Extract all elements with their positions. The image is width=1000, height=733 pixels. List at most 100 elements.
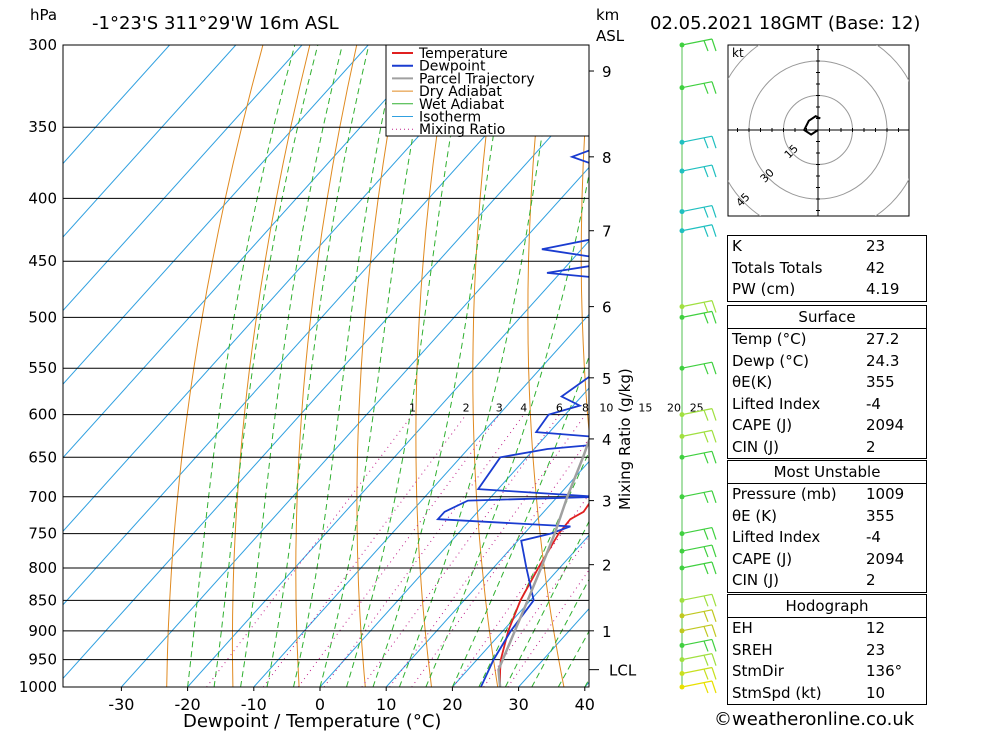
wet-adiabat [372,45,509,687]
isotherm-line [63,45,501,532]
isotherm-line [63,45,303,312]
wind-barb-feather [703,452,709,464]
most-unstable-title: Most Unstable [728,461,926,484]
legend-entry: Dry Adiabat [419,84,502,100]
wet-adiabat [187,45,296,687]
wind-barb-feather [703,166,709,178]
height-tick-label: 5 [602,370,612,388]
wind-barb-feather [711,38,717,52]
wind-barb-shaft [681,624,713,632]
wind-barb-feather [711,430,717,443]
location-title: -1°23'S 311°29'W 16m ASL [92,13,339,34]
pressure-tick-label: 600 [28,406,57,424]
pressure-tick-label: 300 [28,36,57,54]
wind-barb-feather [703,492,709,504]
mixing-ratio-line [411,438,589,687]
wet-adiabat [478,450,589,687]
wind-barb [679,490,717,504]
wind-barb-shaft [681,490,713,498]
wet-adiabat [425,171,589,687]
mixing-ratio-label: 6 [556,402,563,415]
index-row: θE (K) 355 [732,506,895,525]
parcel-trajectory-line [497,436,589,687]
temperature-tick-label: -20 [175,695,201,714]
wind-barb-shaft [681,81,713,89]
wind-barb-feather [711,639,717,652]
index-row: StmDir 136° [732,662,903,680]
mixing-ratio-line [297,414,500,687]
pressure-tick-label: 700 [28,488,57,506]
mixing-ratio-label: 2 [463,402,470,415]
dry-adiabat [356,45,405,687]
wind-barb-feather [711,561,717,575]
index-row: PW (cm) 4.19 [732,280,900,298]
pressure-tick-label: 500 [28,308,57,326]
height-tick-label: 3 [602,493,612,511]
mixing-ratio-line [452,493,589,687]
legend-entry: Temperature [418,46,508,62]
wind-barb [679,527,717,540]
wet-adiabat [240,45,343,687]
pressure-tick-label: 950 [28,651,57,669]
wind-barb [679,224,717,237]
wet-adiabat [266,45,370,687]
mixing-ratio-label: 3 [496,402,503,415]
legend-entry: Wet Adiabat [419,97,505,113]
wind-barb-shaft [681,680,713,688]
index-row: Totals Totals 42 [732,258,886,277]
index-row: CAPE (J) 2094 [732,549,905,568]
isotherm-line [63,45,435,459]
mixing-ratio-label: 15 [638,402,652,415]
pressure-tick-label: 850 [28,591,57,609]
isotherm-line [319,387,589,687]
mixing-ratio-line [361,414,560,687]
wind-barbs [679,38,717,694]
isotherm-line [121,166,589,687]
isotherm-line [63,45,568,606]
wind-barb [679,653,717,666]
wind-barb-shaft [681,361,713,369]
wind-barb-feather [703,563,709,575]
temperature-tick-label: 30 [508,695,528,714]
lcl-label: LCL [609,662,637,680]
dewpoint-line [435,149,589,687]
wet-adiabat [531,578,589,687]
mixing-ratio-line [206,414,413,687]
mixing-ratio-line [389,414,586,687]
km-label: km [596,6,619,24]
wind-barb-shaft [681,164,713,172]
index-row: CIN (J) 2 [732,437,876,456]
mixing-ratio-line [262,414,467,687]
wind-barb-feather [711,224,717,237]
legend-entry: Isotherm [419,110,481,126]
credit-link[interactable]: ©weatheronline.co.uk [714,709,915,730]
dry-adiabat [231,45,311,687]
wind-barb-feather [711,205,717,218]
wind-barb-feather [703,595,709,607]
wind-barb-feather [703,226,709,237]
wind-barb-feather [711,81,717,94]
height-tick-label: 6 [602,299,612,317]
wind-barb-feather [711,609,717,622]
hodograph-unit: kt [732,46,744,60]
plot-frame [62,44,590,688]
wind-barb-feather [703,611,709,623]
legend-box [385,44,590,137]
temperature-tick-label: -10 [241,695,267,714]
wind-barb-feather [711,624,717,638]
wind-barb-feather [703,626,709,638]
wind-barb-shaft [681,666,713,675]
wind-barb-shaft [681,204,713,213]
wind-barb-shaft [681,638,713,647]
index-row: Temp (°C) 27.2 [732,330,900,348]
temperature-tick-label: -30 [108,695,134,714]
wind-barb-feather [703,640,709,652]
wind-barb-feather [703,312,709,324]
hodograph-trace [802,115,821,136]
wind-barb-feather [711,653,717,666]
wind-barb-feather [711,311,717,324]
wind-barb-shaft [681,593,713,601]
mixing-ratio-line [323,414,525,687]
wind-barb [679,204,717,218]
index-row: CAPE (J) 2094 [732,416,905,434]
